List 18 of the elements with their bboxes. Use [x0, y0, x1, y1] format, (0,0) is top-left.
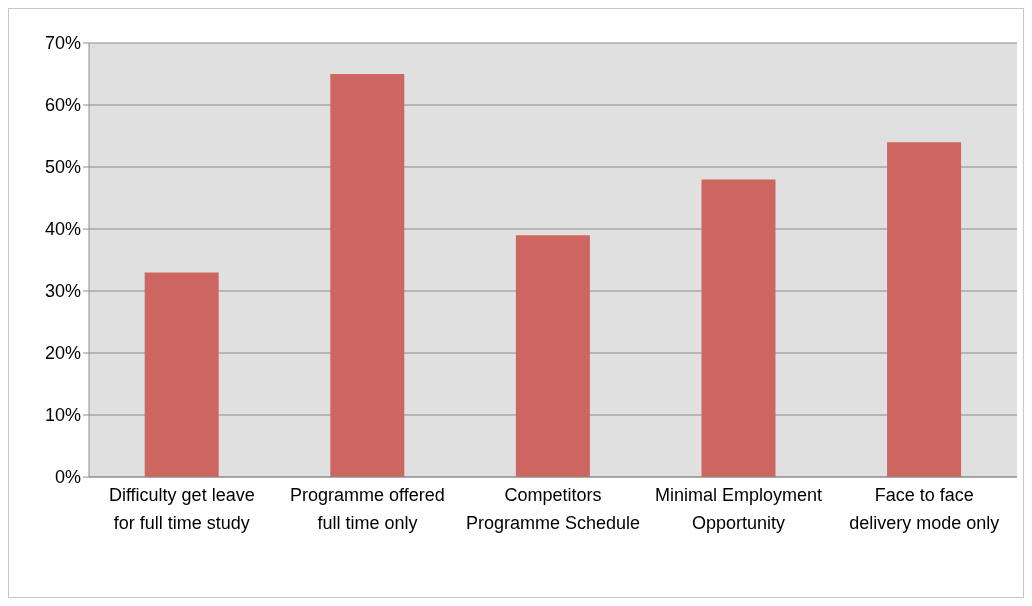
y-tick-label: 20%	[44, 343, 81, 364]
x-tick-label: Minimal Employment Opportunity	[655, 485, 823, 533]
y-tick-label: 40%	[44, 219, 81, 240]
y-tick-label: 0%	[54, 467, 81, 488]
y-tick-label: 70%	[44, 33, 81, 54]
bar	[515, 235, 590, 477]
bar	[887, 142, 962, 477]
x-tick-label: Difficulty get leave for full time study	[108, 485, 255, 533]
x-tick-label: Programme offered full time only	[290, 485, 445, 533]
bar	[701, 179, 776, 477]
bar	[330, 74, 405, 477]
x-tick-label: Competitors Programme Schedule	[465, 485, 641, 533]
x-tick-label: Face to face delivery mode only	[849, 485, 1000, 533]
y-tick-label: 60%	[44, 95, 81, 116]
bar	[144, 272, 219, 477]
y-tick-label: 10%	[44, 405, 81, 426]
y-tick-label: 50%	[44, 157, 81, 178]
y-tick-label: 30%	[44, 281, 81, 302]
